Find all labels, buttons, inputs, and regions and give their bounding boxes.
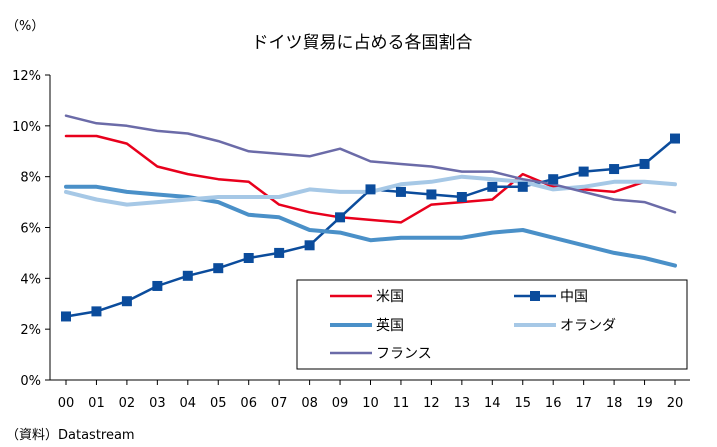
data-point-marker: [61, 311, 71, 322]
data-point-marker: [243, 253, 254, 263]
x-tick-label: 19: [636, 396, 653, 411]
x-tick-label: 01: [88, 396, 105, 411]
data-point-marker: [182, 270, 193, 281]
data-point-marker: [274, 247, 285, 258]
data-point-marker: [517, 181, 528, 192]
y-tick-label: 10%: [12, 120, 41, 135]
data-point-marker: [213, 263, 224, 274]
data-point-marker: [152, 280, 163, 291]
x-tick-label: 04: [180, 396, 197, 411]
y-axis-unit: （%）: [6, 19, 44, 34]
series-line: [64, 114, 677, 214]
legend-label: オランダ: [560, 318, 616, 334]
data-point-marker: [548, 174, 559, 185]
data-point-marker: [304, 240, 315, 251]
data-point-marker: [365, 184, 376, 195]
data-point-marker: [91, 306, 102, 317]
chart-title: ドイツ貿易に占める各国割合: [252, 33, 473, 53]
data-point-marker: [609, 164, 620, 175]
x-tick-label: 13: [454, 396, 471, 411]
data-point-marker: [121, 296, 132, 307]
y-tick-label: 2%: [20, 323, 41, 338]
data-point-marker: [487, 181, 498, 192]
x-tick-label: 06: [240, 396, 257, 411]
data-point-marker: [395, 186, 406, 197]
legend-marker: [530, 291, 540, 301]
legend-label: 米国: [376, 289, 404, 305]
x-tick-label: 18: [606, 396, 623, 411]
series-line: [64, 134, 677, 224]
x-tick-label: 00: [58, 396, 75, 411]
y-tick-label: 6%: [20, 222, 41, 237]
legend-label: 中国: [560, 289, 588, 305]
x-tick-label: 05: [210, 396, 227, 411]
legend-label: フランス: [376, 346, 432, 362]
x-tick-label: 20: [667, 396, 684, 411]
x-tick-label: 14: [484, 396, 501, 411]
x-tick-label: 07: [271, 396, 288, 411]
y-tick-label: 8%: [20, 171, 41, 186]
y-tick-label: 4%: [20, 272, 41, 287]
data-point-marker: [456, 192, 467, 202]
data-point-marker: [578, 166, 589, 177]
y-tick-label: 0%: [20, 374, 41, 389]
data-point-marker: [335, 212, 346, 223]
data-point-marker: [426, 189, 437, 200]
x-tick-label: 10: [362, 396, 379, 411]
x-tick-label: 17: [575, 396, 592, 411]
series-line: [64, 184, 677, 268]
data-point-marker: [639, 158, 650, 169]
x-tick-label: 11: [393, 396, 410, 411]
x-tick-label: 03: [149, 396, 166, 411]
legend-label: 英国: [376, 317, 404, 334]
x-tick-label: 12: [423, 396, 440, 411]
source-note: （資料）Datastream: [6, 428, 135, 443]
x-tick-label: 09: [332, 396, 349, 411]
axes: 0% 2% 4% 6% 8% 10% 12% 00 01 02 03 04 05 06 07 08 09 10 11…: [12, 69, 690, 411]
y-tick-label: 12%: [12, 69, 41, 84]
x-tick-label: 15: [514, 396, 531, 411]
data-point-marker: [670, 133, 680, 144]
x-tick-label: 02: [119, 396, 136, 411]
x-tick-label: 16: [545, 396, 562, 411]
x-tick-label: 08: [301, 396, 318, 411]
series-layer: [61, 114, 680, 322]
